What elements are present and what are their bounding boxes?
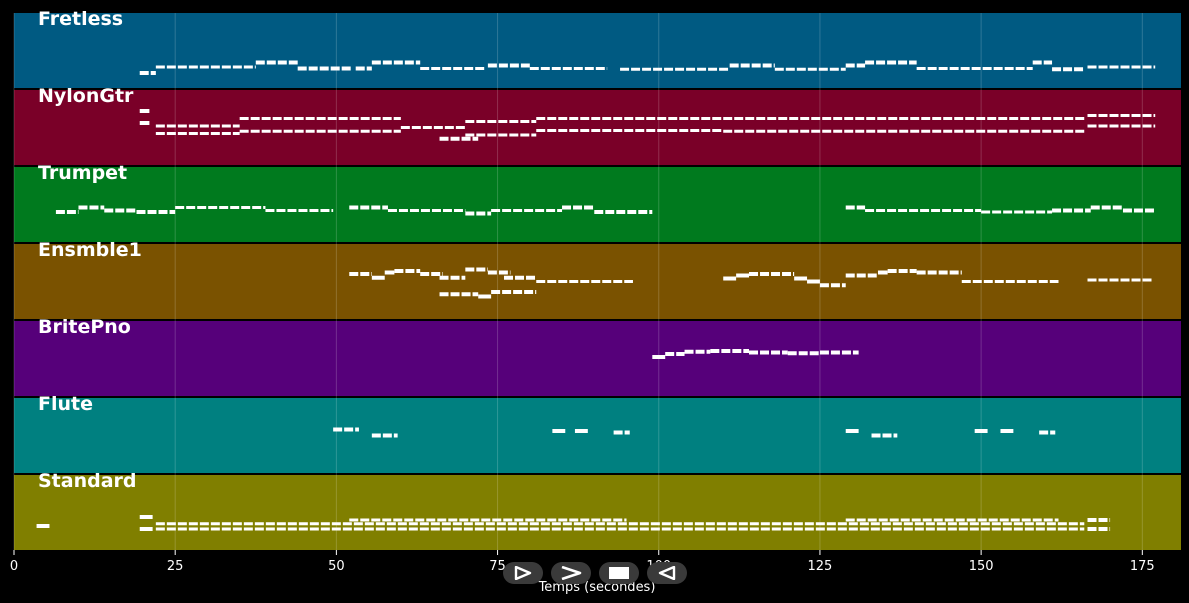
track-label-standard: Standard xyxy=(38,470,137,492)
track-label-flute: Flute xyxy=(38,393,93,415)
x-tick-label: 150 xyxy=(969,559,994,574)
track-background-standard xyxy=(14,475,1181,550)
next-button[interactable] xyxy=(551,562,591,584)
track-background-flute xyxy=(14,398,1181,473)
track-background-fretless xyxy=(14,13,1181,88)
track-label-ensmble1: Ensmble1 xyxy=(38,239,142,261)
play-button[interactable] xyxy=(503,562,543,584)
next-icon xyxy=(561,566,582,580)
previous-icon xyxy=(658,566,676,580)
track-label-britepno: BritePno xyxy=(38,316,131,338)
x-tick-label: 50 xyxy=(328,559,345,574)
track-background-britepno xyxy=(14,321,1181,396)
x-tick-label: 25 xyxy=(167,559,184,574)
play-icon xyxy=(514,566,532,580)
labels-layer: Fretless NylonGtr Trumpet Ensmble1 BritePno F… xyxy=(38,8,142,492)
track-label-nylongtr: NylonGtr xyxy=(38,85,134,107)
tracks-layer xyxy=(14,13,1181,550)
playback-controls xyxy=(503,562,687,586)
stop-button[interactable] xyxy=(599,562,639,584)
stop-icon xyxy=(609,567,629,579)
x-tick-label: 0 xyxy=(10,559,18,574)
track-background-trumpet xyxy=(14,167,1181,242)
x-tick-label: 125 xyxy=(808,559,833,574)
notes-layer xyxy=(36,60,1156,531)
x-tick-label: 75 xyxy=(489,559,506,574)
x-tick-label: 175 xyxy=(1130,559,1155,574)
track-label-fretless: Fretless xyxy=(38,8,123,30)
previous-button[interactable] xyxy=(647,562,687,584)
track-label-trumpet: Trumpet xyxy=(38,162,127,184)
